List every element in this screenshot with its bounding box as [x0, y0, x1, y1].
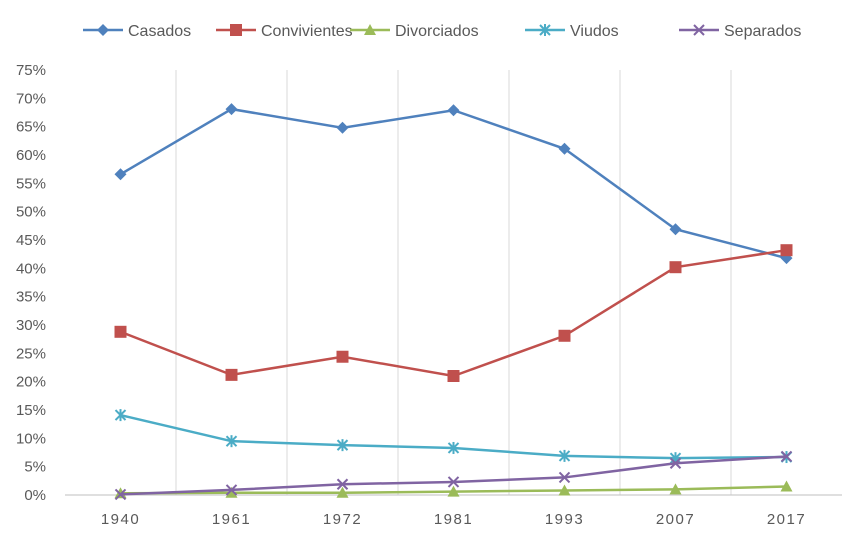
data-point-separados: [447, 476, 460, 488]
data-point-convivientes: [669, 261, 682, 274]
data-point-casados: [114, 168, 127, 181]
y-tick-label: 25%: [16, 345, 46, 362]
data-point-viudos: [225, 435, 238, 448]
data-point-viudos: [447, 441, 460, 454]
series-line-casados: [119, 107, 787, 260]
data-point-convivientes: [336, 350, 349, 363]
marker-stroke: [336, 478, 349, 490]
data-point-separados: [225, 484, 238, 496]
data-point-convivientes: [225, 368, 238, 381]
x-tick-label: 1940: [101, 511, 140, 528]
x-tick-label: 1993: [545, 511, 584, 528]
legend-marker-separados: [693, 24, 705, 36]
gridlines: [65, 70, 842, 496]
y-tick-label: 5%: [24, 459, 46, 476]
marker-stroke: [114, 488, 127, 501]
data-point-separados: [558, 471, 571, 484]
y-tick-label: 75%: [16, 62, 46, 79]
data-point-casados: [225, 103, 238, 116]
y-axis: 0% 5% 10% 15% 20% 25% 30% 35% 40% 45% 50% 55% 60% 65%…: [16, 62, 46, 504]
data-point-divorciados: [447, 485, 460, 497]
series-group: [114, 103, 793, 501]
x-tick-label: 2017: [767, 511, 806, 528]
series-separados: [114, 450, 793, 501]
legend-item-convivientes: Convivientes: [216, 23, 353, 40]
data-point-separados: [780, 450, 793, 463]
data-point-viudos: [558, 449, 571, 462]
data-point-convivientes: [780, 244, 793, 257]
x-tick-label: 1961: [212, 511, 251, 528]
marker-stroke: [558, 471, 571, 484]
y-tick-label: 65%: [16, 119, 46, 136]
marker-stroke: [693, 24, 705, 36]
data-point-divorciados: [780, 480, 793, 492]
x-tick-label: 1981: [434, 511, 473, 528]
data-point-convivientes: [558, 329, 571, 342]
data-point-separados: [336, 478, 349, 490]
y-tick-label: 50%: [16, 204, 46, 221]
x-axis: 1940 1961 1972 1981 1993 2007 2017: [101, 511, 806, 528]
marker-stroke: [669, 457, 682, 469]
y-tick-label: 30%: [16, 317, 46, 334]
data-point-casados: [336, 121, 349, 134]
legend-item-divorciados: Divorciados: [350, 23, 479, 40]
y-tick-label: 10%: [16, 430, 46, 447]
data-point-casados: [447, 104, 460, 117]
data-point-divorciados: [336, 486, 349, 498]
data-point-convivientes: [114, 325, 127, 338]
legend-marker-viudos: [539, 24, 551, 36]
legend-item-separados: Separados: [679, 23, 801, 40]
data-point-casados: [669, 223, 682, 236]
data-point-viudos: [114, 409, 127, 422]
series-line-convivientes: [120, 248, 787, 378]
legend-label: Casados: [128, 23, 191, 40]
data-point-divorciados: [225, 486, 238, 498]
data-point-casados: [558, 142, 571, 155]
series-convivientes: [114, 244, 793, 382]
y-tick-label: 35%: [16, 289, 46, 306]
y-tick-label: 40%: [16, 260, 46, 277]
y-tick-label: 0%: [24, 487, 46, 504]
legend-label: Viudos: [570, 23, 619, 40]
legend-label: Divorciados: [395, 23, 479, 40]
series-casados: [114, 103, 793, 265]
y-tick-label: 45%: [16, 232, 46, 249]
legend-marker-divorciados: [364, 24, 376, 35]
legend: Casados Convivientes Divorciados Viudos Sepa…: [83, 23, 801, 40]
legend-item-viudos: Viudos: [525, 23, 619, 40]
series-viudos: [114, 409, 793, 465]
y-tick-label: 20%: [16, 374, 46, 391]
y-tick-label: 60%: [16, 147, 46, 164]
data-point-separados: [669, 457, 682, 469]
marker-stroke: [225, 484, 238, 496]
legend-label: Convivientes: [261, 23, 353, 40]
y-tick-label: 70%: [16, 90, 46, 107]
y-tick-label: 15%: [16, 402, 46, 419]
legend-label: Separados: [724, 23, 801, 40]
data-point-viudos: [336, 439, 349, 452]
y-tick-label: 55%: [16, 175, 46, 192]
x-tick-label: 1972: [323, 511, 362, 528]
legend-marker-casados: [97, 24, 109, 36]
data-point-divorciados: [669, 483, 682, 495]
data-point-separados: [114, 488, 127, 501]
marker-stroke: [780, 450, 793, 463]
data-point-divorciados: [558, 484, 571, 496]
data-point-convivientes: [447, 370, 460, 382]
x-tick-label: 2007: [656, 511, 695, 528]
marker-stroke: [447, 476, 460, 488]
legend-marker-convivientes: [230, 24, 242, 36]
legend-item-casados: Casados: [83, 23, 191, 40]
